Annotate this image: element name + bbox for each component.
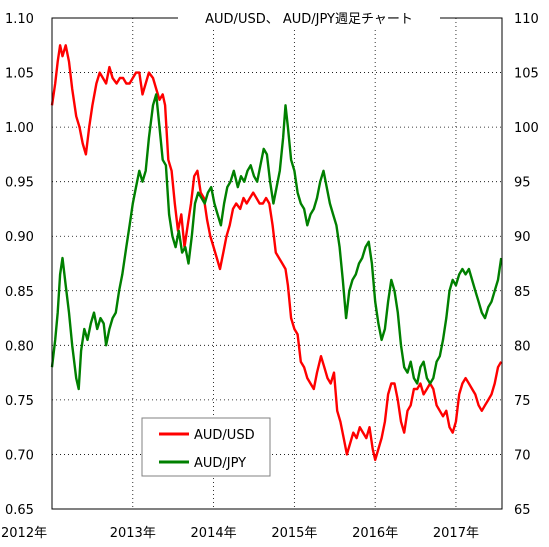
tick-labels: 0.65 0.70 0.75 0.80 0.85 0.90 0.95 1.00 1.05 1.10… <box>1 12 539 541</box>
y-right-tick-label: 90 <box>514 230 531 245</box>
y-right-tick-label: 85 <box>514 285 531 300</box>
x-tick-label: 2015年 <box>271 526 317 541</box>
y-left-tick-label: 1.05 <box>5 67 34 82</box>
y-right-tick-label: 70 <box>514 448 531 463</box>
y-right-tick-label: 75 <box>514 394 531 409</box>
series-line-aud-usd <box>50 44 503 462</box>
chart-title: AUD/USD、 AUD/JPY週足チャート <box>205 12 413 27</box>
x-tick-label: 2012年 <box>1 526 47 541</box>
y-left-tick-label: 0.70 <box>5 448 34 463</box>
y-left-tick-label: 1.00 <box>5 121 34 136</box>
y-left-tick-label: 0.65 <box>5 503 34 518</box>
y-right-tick-label: 110 <box>514 12 539 27</box>
y-left-tick-label: 0.80 <box>5 339 34 354</box>
y-left-tick-label: 1.10 <box>5 12 34 27</box>
x-tick-label: 2014年 <box>191 526 237 541</box>
legend-label-aud-usd: AUD/USD <box>194 428 255 443</box>
y-right-tick-label: 100 <box>514 121 539 136</box>
y-right-tick-label: 80 <box>514 339 531 354</box>
legend-label-aud-jpy: AUD/JPY <box>194 456 246 471</box>
x-tick-label: 2013年 <box>110 526 156 541</box>
y-left-tick-label: 0.75 <box>5 394 34 409</box>
legend: AUD/USD AUD/JPY <box>141 417 271 477</box>
y-left-tick-label: 0.95 <box>5 176 34 191</box>
y-right-tick-label: 105 <box>514 67 539 82</box>
series-line-aud-jpy <box>50 93 503 391</box>
y-left-tick-label: 0.85 <box>5 285 34 300</box>
x-tick-label: 2016年 <box>352 526 398 541</box>
y-left-tick-label: 0.90 <box>5 230 34 245</box>
x-tick-label: 2017年 <box>433 526 479 541</box>
title-backdrop <box>178 8 440 28</box>
y-right-tick-label: 65 <box>514 503 531 518</box>
y-right-tick-label: 95 <box>514 176 531 191</box>
series-lines <box>50 44 503 462</box>
legend-box <box>141 417 271 477</box>
